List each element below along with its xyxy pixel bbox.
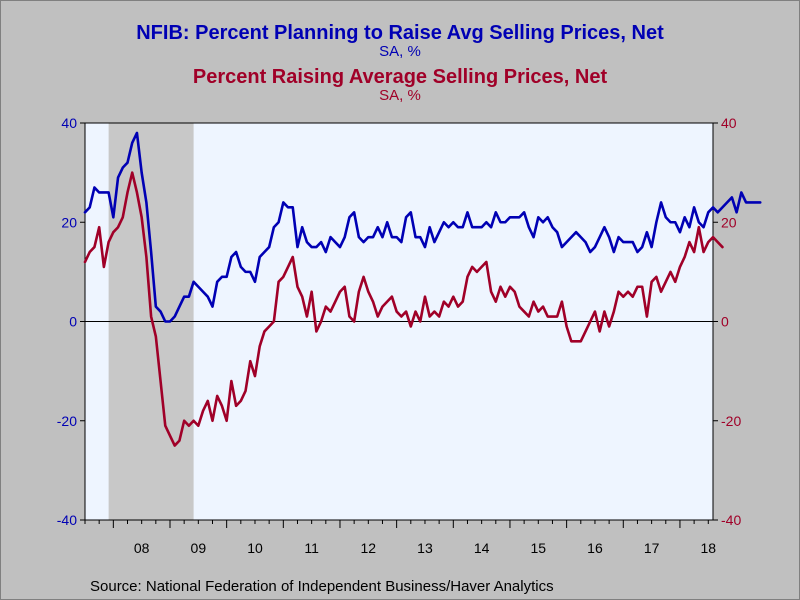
series2-title: Percent Raising Average Selling Prices, … <box>192 66 608 88</box>
x-tick-label-14: 14 <box>474 540 490 556</box>
series1-title: NFIB: Percent Planning to Raise Avg Sell… <box>136 22 664 44</box>
x-tick-label-15: 15 <box>531 540 547 556</box>
y-tick-label-left-0: -40 <box>57 512 77 528</box>
series2-subtitle: SA, % <box>379 87 421 104</box>
x-tick-label-08: 08 <box>134 540 150 556</box>
y-tick-label-right-2: 0 <box>721 314 729 330</box>
y-tick-label-right-1: -20 <box>721 413 741 429</box>
x-tick-label-10: 10 <box>247 540 263 556</box>
series-line-2 <box>83 171 724 447</box>
x-tick-label-13: 13 <box>417 540 433 556</box>
x-tick-label-17: 17 <box>644 540 660 556</box>
x-tick-label-09: 09 <box>191 540 207 556</box>
y-tick-label-left-3: 20 <box>61 214 77 230</box>
series-line-1 <box>83 131 762 323</box>
x-tick-label-12: 12 <box>361 540 377 556</box>
series1-subtitle: SA, % <box>379 43 421 60</box>
x-tick-label-16: 16 <box>587 540 603 556</box>
y-tick-label-right-0: -40 <box>721 512 741 528</box>
x-tick-label-11: 11 <box>304 540 319 556</box>
y-tick-label-right-4: 40 <box>721 115 737 131</box>
y-tick-label-right-3: 20 <box>721 214 737 230</box>
y-tick-label-left-1: -20 <box>57 413 77 429</box>
x-tick-label-18: 18 <box>700 540 716 556</box>
y-tick-label-left-2: 0 <box>69 314 77 330</box>
source-note: Source: National Federation of Independe… <box>90 578 554 595</box>
y-tick-label-left-4: 40 <box>61 115 77 131</box>
